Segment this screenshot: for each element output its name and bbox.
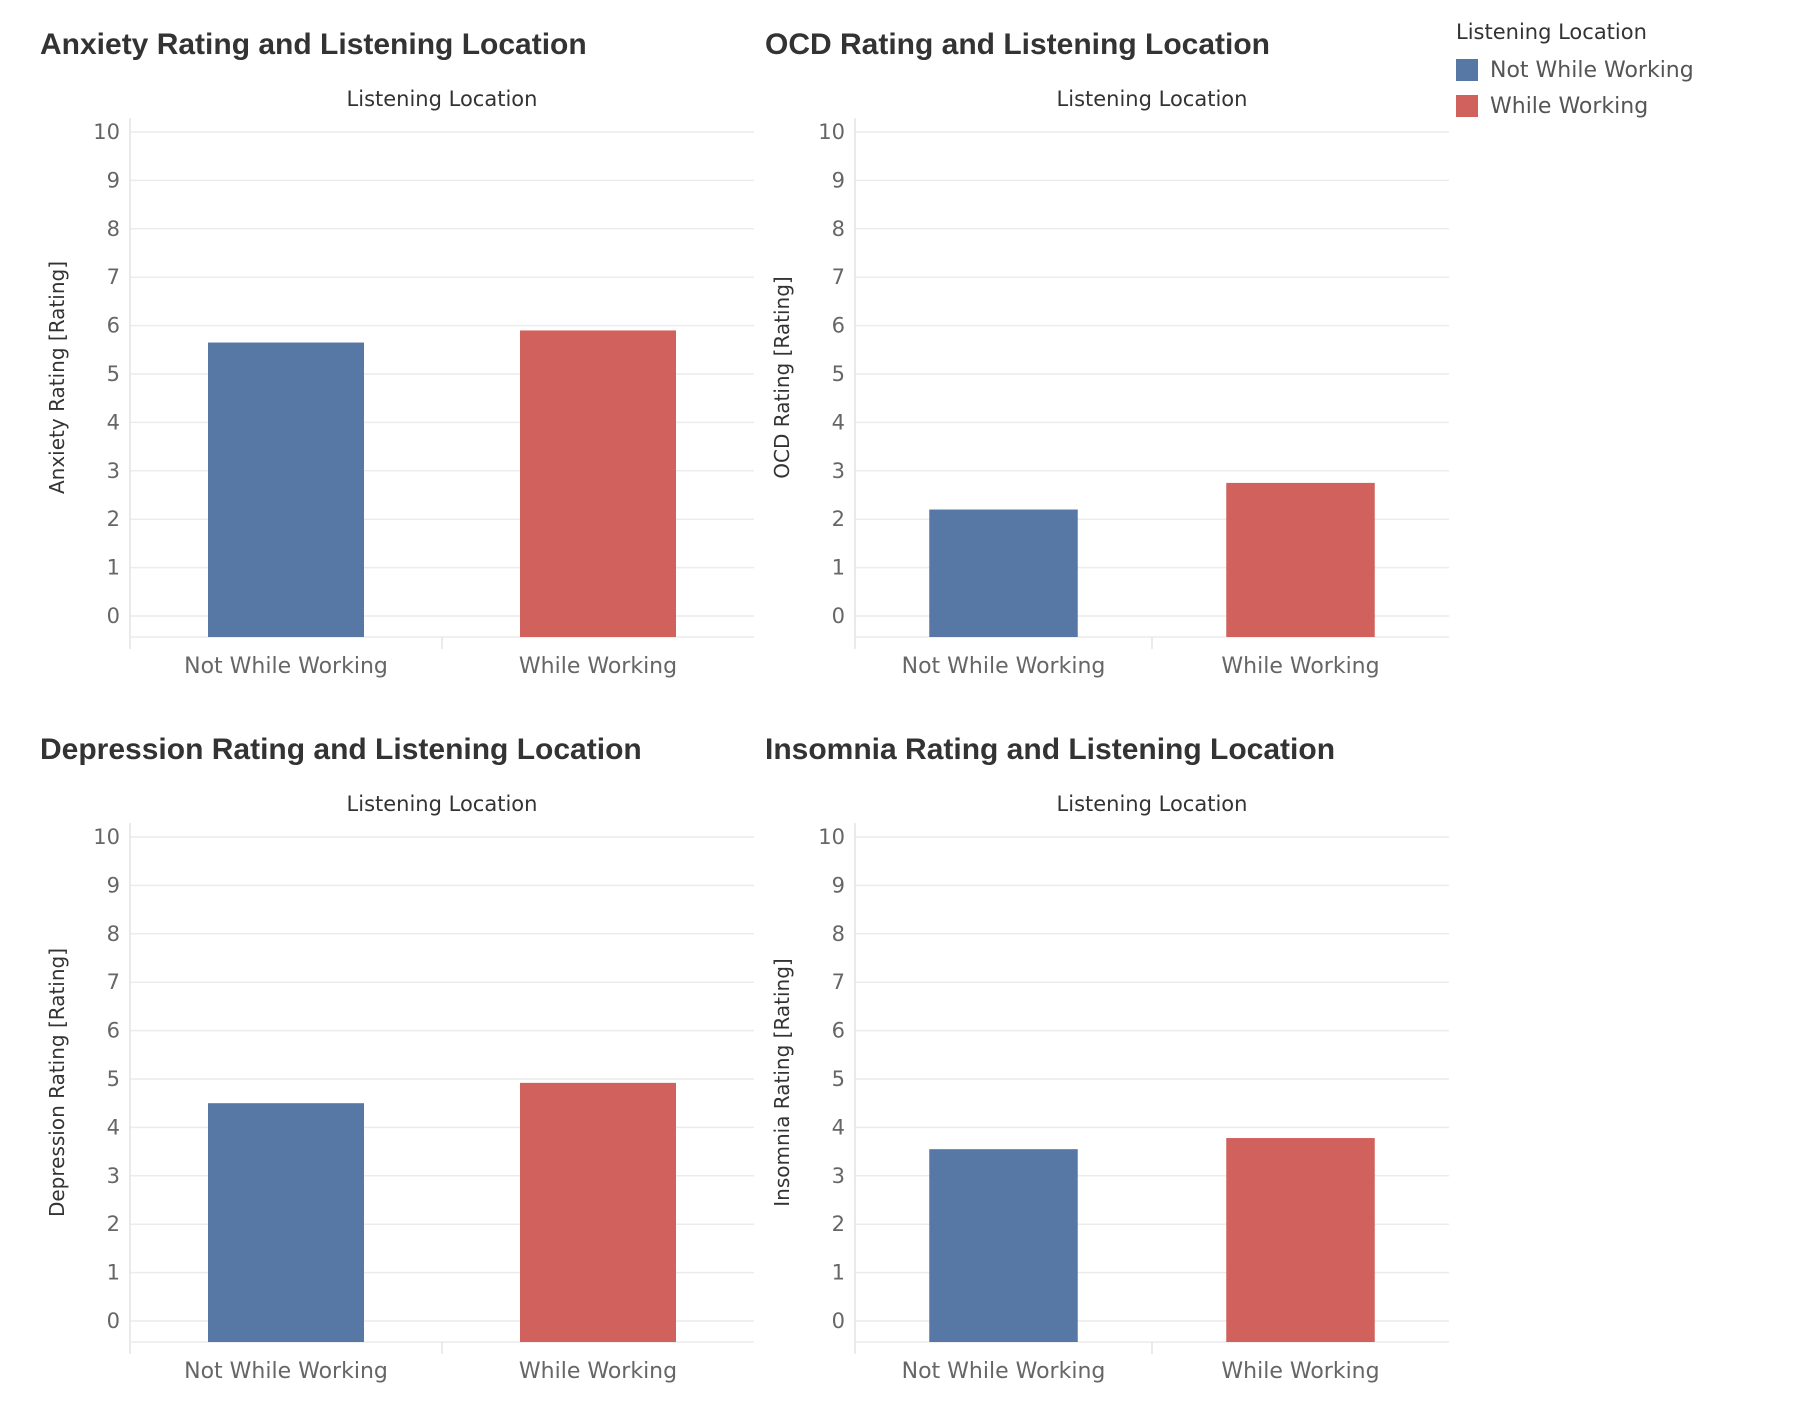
bar-not-while-working[interactable]: [929, 509, 1078, 637]
y-tick-label: 10: [818, 120, 845, 144]
legend-label: Not While Working: [1490, 57, 1694, 83]
x-category-label: While Working: [1221, 1359, 1379, 1384]
y-tick-label: 3: [832, 459, 845, 483]
y-tick-label: 1: [107, 556, 120, 580]
y-tick-label: 6: [832, 1019, 845, 1043]
legend-swatch: [1456, 59, 1478, 81]
y-tick-label: 2: [107, 1212, 120, 1236]
bar-while-working[interactable]: [1226, 482, 1375, 637]
y-axis-title: OCD Rating [Rating]: [770, 276, 794, 478]
legend-item-while-working[interactable]: While Working: [1456, 88, 1786, 124]
y-tick-label: 1: [107, 1261, 120, 1285]
y-tick-label: 8: [832, 217, 845, 241]
y-tick-label: 2: [107, 507, 120, 531]
y-tick-label: 6: [107, 314, 120, 338]
column-header: Listening Location: [347, 87, 538, 111]
y-tick-label: 2: [832, 1212, 845, 1236]
y-tick-label: 3: [107, 1164, 120, 1188]
bar-while-working[interactable]: [520, 1082, 676, 1342]
depression-chart-title: Depression Rating and Listening Location: [40, 733, 642, 766]
y-tick-label: 8: [107, 217, 120, 241]
y-axis-title: Insomnia Rating [Rating]: [770, 958, 794, 1207]
bar-while-working[interactable]: [520, 330, 676, 637]
y-tick-label: 6: [107, 1019, 120, 1043]
column-header: Listening Location: [1057, 792, 1248, 816]
y-tick-label: 0: [832, 1309, 845, 1333]
y-tick-label: 9: [832, 168, 845, 192]
column-header: Listening Location: [1057, 87, 1248, 111]
y-tick-label: 9: [107, 873, 120, 897]
y-tick-label: 5: [832, 362, 845, 386]
y-tick-label: 10: [93, 120, 120, 144]
y-tick-label: 4: [107, 410, 120, 434]
bar-while-working[interactable]: [1226, 1138, 1375, 1342]
y-tick-label: 8: [832, 922, 845, 946]
y-tick-label: 10: [818, 825, 845, 849]
y-tick-label: 5: [832, 1067, 845, 1091]
y-tick-label: 7: [107, 265, 120, 289]
y-tick-label: 7: [107, 970, 120, 994]
insomnia-chart: Listening Location 0 1 2 3 4 5 6 7 8 9 10 Insomnia R…: [770, 792, 1449, 1384]
y-tick-label: 0: [832, 604, 845, 628]
y-tick-label: 2: [832, 507, 845, 531]
y-tick-label: 9: [107, 168, 120, 192]
legend-swatch: [1456, 95, 1478, 117]
y-tick-label: 7: [832, 265, 845, 289]
depression-chart: Listening Location 0 1 2 3 4 5 6 7 8 9 10 Depression…: [45, 792, 754, 1384]
y-tick-label: 4: [832, 1115, 845, 1139]
legend: Listening Location Not While Working Whi…: [1456, 20, 1786, 124]
bar-not-while-working[interactable]: [208, 342, 364, 637]
y-tick-label: 5: [107, 362, 120, 386]
y-tick-label: 7: [832, 970, 845, 994]
bar-not-while-working[interactable]: [208, 1103, 364, 1342]
legend-label: While Working: [1490, 93, 1649, 119]
column-header: Listening Location: [347, 792, 538, 816]
y-tick-label: 0: [107, 1309, 120, 1333]
insomnia-chart-title: Insomnia Rating and Listening Location: [765, 733, 1336, 766]
y-tick-label: 4: [832, 410, 845, 434]
y-tick-label: 8: [107, 922, 120, 946]
y-tick-label: 0: [107, 604, 120, 628]
y-axis-title: Depression Rating [Rating]: [45, 948, 69, 1217]
y-tick-label: 3: [832, 1164, 845, 1188]
ocd-chart: Listening Location 0 1 2 3 4 5 6 7 8 9 10 OCD Rating…: [770, 87, 1449, 679]
bar-not-while-working[interactable]: [929, 1149, 1078, 1342]
legend-item-not-while-working[interactable]: Not While Working: [1456, 52, 1786, 88]
y-tick-label: 6: [832, 314, 845, 338]
x-category-label: While Working: [519, 654, 677, 679]
y-tick-label: 3: [107, 459, 120, 483]
ocd-chart-title: OCD Rating and Listening Location: [765, 28, 1270, 61]
y-tick-label: 1: [832, 556, 845, 580]
x-category-label: While Working: [1221, 654, 1379, 679]
x-category-label: Not While Working: [902, 654, 1106, 679]
anxiety-chart-title: Anxiety Rating and Listening Location: [40, 28, 587, 61]
anxiety-chart: Listening Location 0 1 2 3 4 5 6 7 8 9 10 Anxiety Ra…: [45, 87, 754, 679]
x-category-label: Not While Working: [902, 1359, 1106, 1384]
x-category-label: Not While Working: [184, 1359, 388, 1384]
y-axis-title: Anxiety Rating [Rating]: [45, 261, 69, 494]
y-tick-label: 5: [107, 1067, 120, 1091]
x-category-label: While Working: [519, 1359, 677, 1384]
legend-title: Listening Location: [1456, 20, 1647, 44]
y-tick-label: 10: [93, 825, 120, 849]
y-tick-label: 9: [832, 873, 845, 897]
y-tick-label: 4: [107, 1115, 120, 1139]
x-category-label: Not While Working: [184, 654, 388, 679]
y-tick-label: 1: [832, 1261, 845, 1285]
